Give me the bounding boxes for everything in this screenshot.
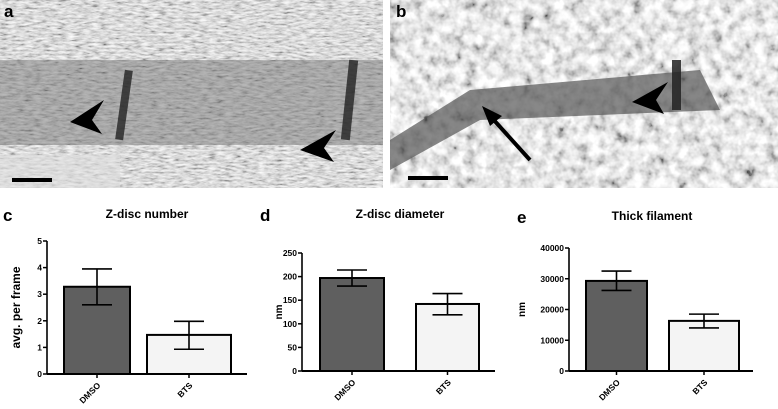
micrograph-a <box>0 0 383 188</box>
x-tick-label: DMSO <box>77 380 102 405</box>
y-tick-label: 40000 <box>540 243 564 253</box>
scale-bar <box>408 176 448 180</box>
y-tick-label: 0 <box>559 366 564 376</box>
x-tick-label: DMSO <box>597 377 622 402</box>
arrowhead-icon <box>70 100 104 134</box>
y-tick-label: 0 <box>37 369 42 379</box>
micrographs <box>0 0 778 188</box>
x-tick-label: BTS <box>434 377 453 396</box>
chart-2: Z-disc diameter nm DMSO BTS 0 50 100 150 200 250 <box>274 207 495 402</box>
y-tick-label: 250 <box>283 248 297 258</box>
y-tick-label: 100 <box>283 319 297 329</box>
chart-3: Thick filament nm DMSO BTS 0 10000 20000 30000 4… <box>517 209 753 402</box>
chart-title: Z-disc diameter <box>356 207 445 221</box>
chart-title: Thick filament <box>612 209 693 223</box>
y-tick-label: 150 <box>283 295 297 305</box>
y-tick-label: 3 <box>37 289 42 299</box>
y-axis-label: nm <box>517 302 528 317</box>
panel-label-d: d <box>260 206 271 225</box>
arrow-icon <box>490 116 532 162</box>
y-tick-label: 5 <box>37 236 42 246</box>
y-tick-label: 2 <box>37 316 42 326</box>
y-tick-label: 50 <box>288 342 298 352</box>
panel-label-b: b <box>396 2 407 21</box>
micrograph-b <box>390 0 778 188</box>
chart-1: Z-disc number avg. per frame DMSO BTS 0 1 2 3 4 5 <box>9 207 247 405</box>
panel-label-e: e <box>517 208 527 227</box>
y-tick-label: 200 <box>283 272 297 282</box>
x-tick-label: DMSO <box>332 377 357 402</box>
scale-bar <box>12 178 52 182</box>
bar-bts <box>668 319 740 373</box>
arrowhead-icon <box>300 130 336 162</box>
y-tick-label: 4 <box>37 263 42 273</box>
y-axis-label: nm <box>274 304 285 319</box>
y-axis-label: avg. per frame <box>9 266 23 348</box>
panel-label-a: a <box>4 2 14 21</box>
arrowhead-icon <box>632 82 668 114</box>
x-tick-label: BTS <box>175 380 194 399</box>
chart-title: Z-disc number <box>106 207 189 221</box>
y-tick-label: 20000 <box>540 305 564 315</box>
bar-dmso <box>585 279 648 372</box>
y-tick-label: 0 <box>292 366 297 376</box>
x-tick-label: BTS <box>690 377 709 396</box>
y-tick-label: 1 <box>37 342 42 352</box>
panel-label-c: c <box>3 206 13 225</box>
y-tick-label: 30000 <box>540 274 564 284</box>
bar-dmso <box>319 277 385 372</box>
y-tick-label: 10000 <box>540 335 564 345</box>
